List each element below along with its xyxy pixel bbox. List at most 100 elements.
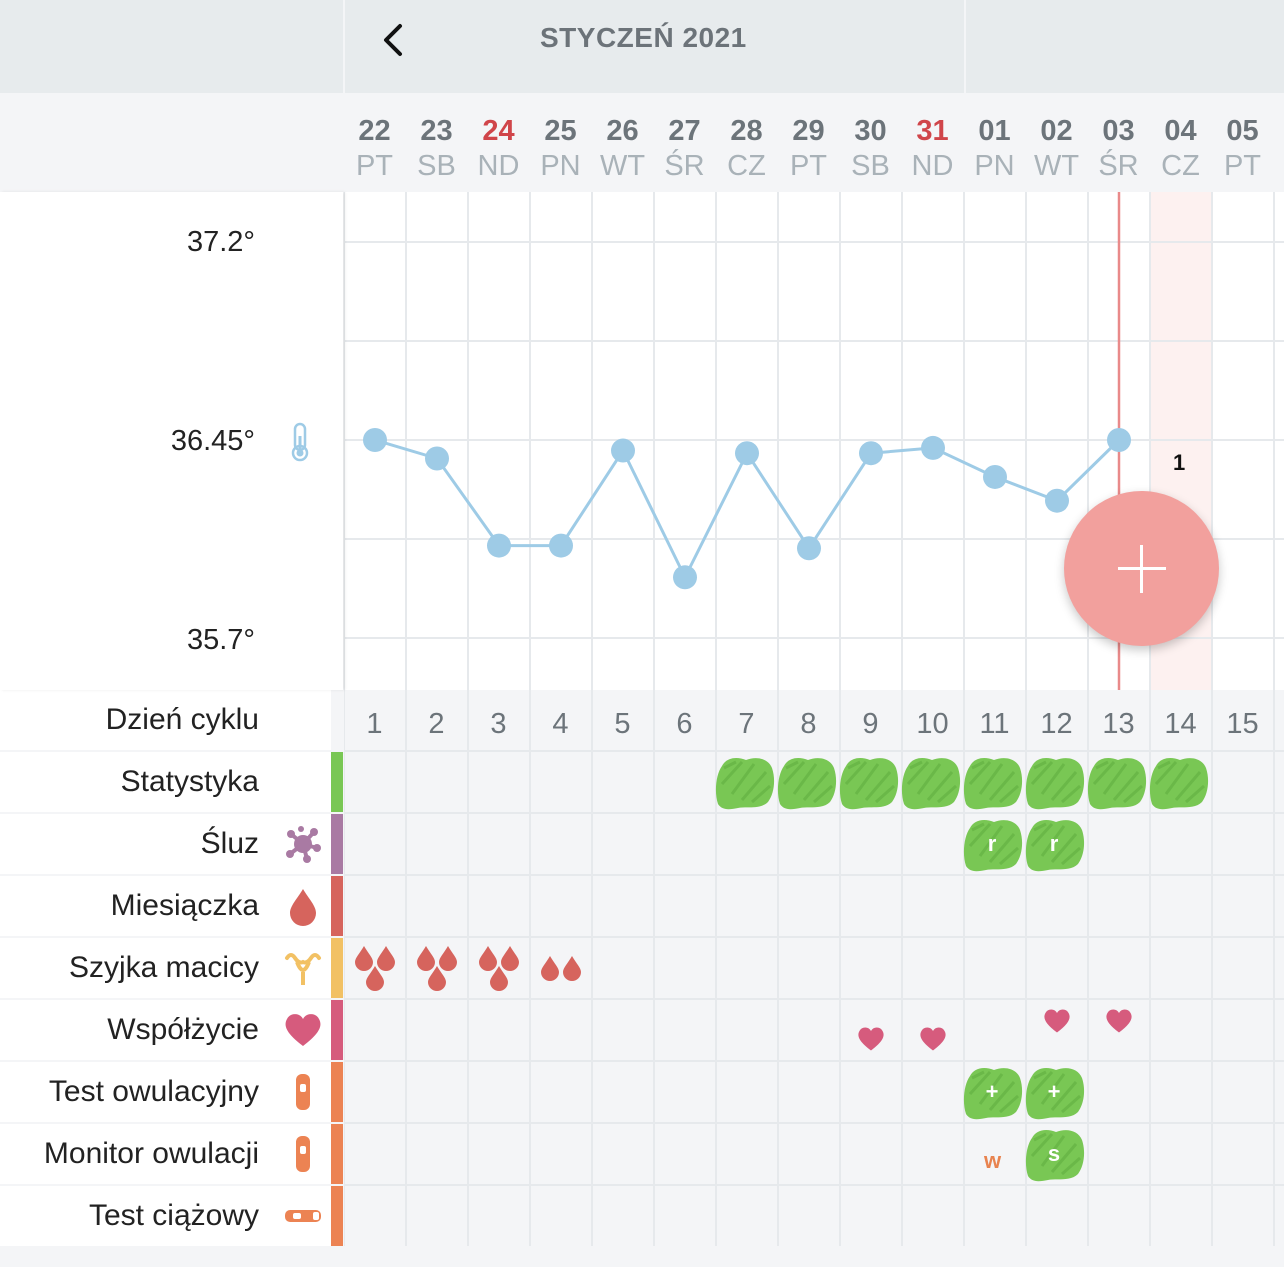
date-number: 03 [1102,115,1135,147]
date-weekday: SB [851,150,890,182]
date-number: 05 [1226,115,1259,147]
green-scribble-mark[interactable]: s [1022,1126,1086,1182]
date-column-02[interactable]: 02 WT [1026,95,1087,192]
temperature-point[interactable] [797,536,821,561]
date-column-25[interactable]: 25 PN [530,95,591,192]
row-color-ovulation-test [331,1062,343,1122]
temperature-point[interactable] [735,441,759,466]
temperature-point[interactable] [549,533,573,558]
period-drops-mark[interactable] [474,942,524,996]
date-number: 24 [482,115,515,147]
date-number: 04 [1164,115,1197,147]
date-weekday: PN [974,150,1015,182]
green-scribble-mark[interactable]: + [1022,1064,1086,1120]
row-label-ovulation-test[interactable]: Test owulacyjny [0,1062,331,1122]
row-label-stats[interactable]: Statystyka [0,752,331,812]
temperature-point[interactable] [363,428,387,452]
cycle-day-number: 6 [676,708,693,740]
cycle-day-number: 7 [738,708,755,740]
row-color-pregnancy-test [331,1186,343,1246]
date-column-24[interactable]: 24 ND [468,95,529,192]
intercourse-heart-mark[interactable] [1042,1008,1072,1034]
intercourse-heart-mark[interactable] [1104,1008,1134,1034]
cycle-day-number: 1 [366,708,383,740]
date-column-27[interactable]: 27 ŚR [654,95,715,192]
date-column-05[interactable]: 05 PT [1212,95,1273,192]
temperature-axis-panel: 37.2° 36.45° 35.7° [0,192,343,690]
green-scribble-mark[interactable]: + [960,1064,1024,1120]
intercourse-heart-mark[interactable] [856,1026,886,1052]
date-column-01[interactable]: 01 PN [964,95,1025,192]
green-scribble-mark[interactable]: r [960,816,1024,872]
row-color-period [331,876,343,936]
cycle-day-number: 12 [1040,708,1073,740]
date-weekday: PN [540,150,581,182]
green-scribble-mark[interactable] [1146,754,1210,810]
date-weekday: PT [789,150,828,182]
date-column-23[interactable]: 23 SB [406,95,467,192]
period-drops-mark[interactable] [536,942,586,996]
period-drops-mark[interactable] [412,942,462,996]
green-scribble-mark[interactable] [836,754,900,810]
date-column-03[interactable]: 03 ŚR [1088,95,1149,192]
y-axis-label-top: 37.2° [186,226,255,258]
row-label-mucus[interactable]: Śluz [0,814,331,874]
y-axis-label-mid: 36.45° [170,425,255,457]
pregnancy-test-icon [285,1210,321,1222]
date-number: 22 [358,115,391,147]
header-month-bar [345,0,964,93]
date-row-spacer [0,95,343,192]
y-axis-label-bottom: 35.7° [186,624,255,656]
temperature-point[interactable] [1045,488,1069,513]
date-column-29[interactable]: 29 PT [778,95,839,192]
date-weekday: PT [1223,150,1262,182]
date-column-30[interactable]: 30 SB [840,95,901,192]
date-number: 25 [544,115,577,147]
green-scribble-mark[interactable] [774,754,838,810]
row-label-cervix[interactable]: Szyjka macicy [0,938,331,998]
uterus-icon [285,953,321,985]
temperature-point[interactable] [487,533,511,558]
monitor-w-mark[interactable]: w [984,1148,1002,1173]
green-scribble-mark[interactable] [960,754,1024,810]
date-weekday: ŚR [1098,150,1139,182]
today-cycle-badge: 1 [1173,450,1186,475]
date-column-26[interactable]: 26 WT [592,95,653,192]
date-weekday: SB [417,150,456,182]
date-column-31[interactable]: 31 ND [902,95,963,192]
green-scribble-mark[interactable] [1022,754,1086,810]
month-title: STYCZEŃ 2021 [540,22,747,53]
temperature-point[interactable] [673,565,697,590]
row-label-pregnancy-test[interactable]: Test ciążowy [0,1186,331,1246]
intercourse-heart-mark[interactable] [918,1026,948,1052]
row-label-ovulation-monitor[interactable]: Monitor owulacji [0,1124,331,1184]
mark-label: r [987,831,997,856]
row-color-mucus [331,814,343,874]
green-scribble-mark[interactable] [712,754,776,810]
row-color-cervix [331,938,343,998]
temperature-point[interactable] [1107,428,1131,452]
date-weekday: CZ [1161,150,1200,182]
back-button[interactable] [376,18,416,62]
date-number: 26 [606,115,639,147]
date-column-22[interactable]: 22 PT [344,95,405,192]
cycle-day-number: 3 [490,708,507,740]
green-scribble-mark[interactable] [1084,754,1148,810]
date-weekday: ŚR [664,150,705,182]
row-label-intercourse[interactable]: Współżycie [0,1000,331,1060]
temperature-point[interactable] [611,438,635,463]
temperature-point[interactable] [859,441,883,466]
date-column-04[interactable]: 04 CZ [1150,95,1211,192]
temperature-point[interactable] [983,464,1007,489]
temperature-point[interactable] [921,435,945,460]
temperature-point[interactable] [425,446,449,471]
row-label-period[interactable]: Miesiączka [0,876,331,936]
green-scribble-mark[interactable] [898,754,962,810]
cycle-day-number: 13 [1102,708,1135,740]
green-scribble-mark[interactable]: r [1022,816,1086,872]
period-drops-mark[interactable] [350,942,400,996]
date-column-28[interactable]: 28 CZ [716,95,777,192]
add-entry-button[interactable] [1064,491,1219,646]
cycle-day-number: 10 [916,708,949,740]
date-weekday: WT [599,150,646,182]
